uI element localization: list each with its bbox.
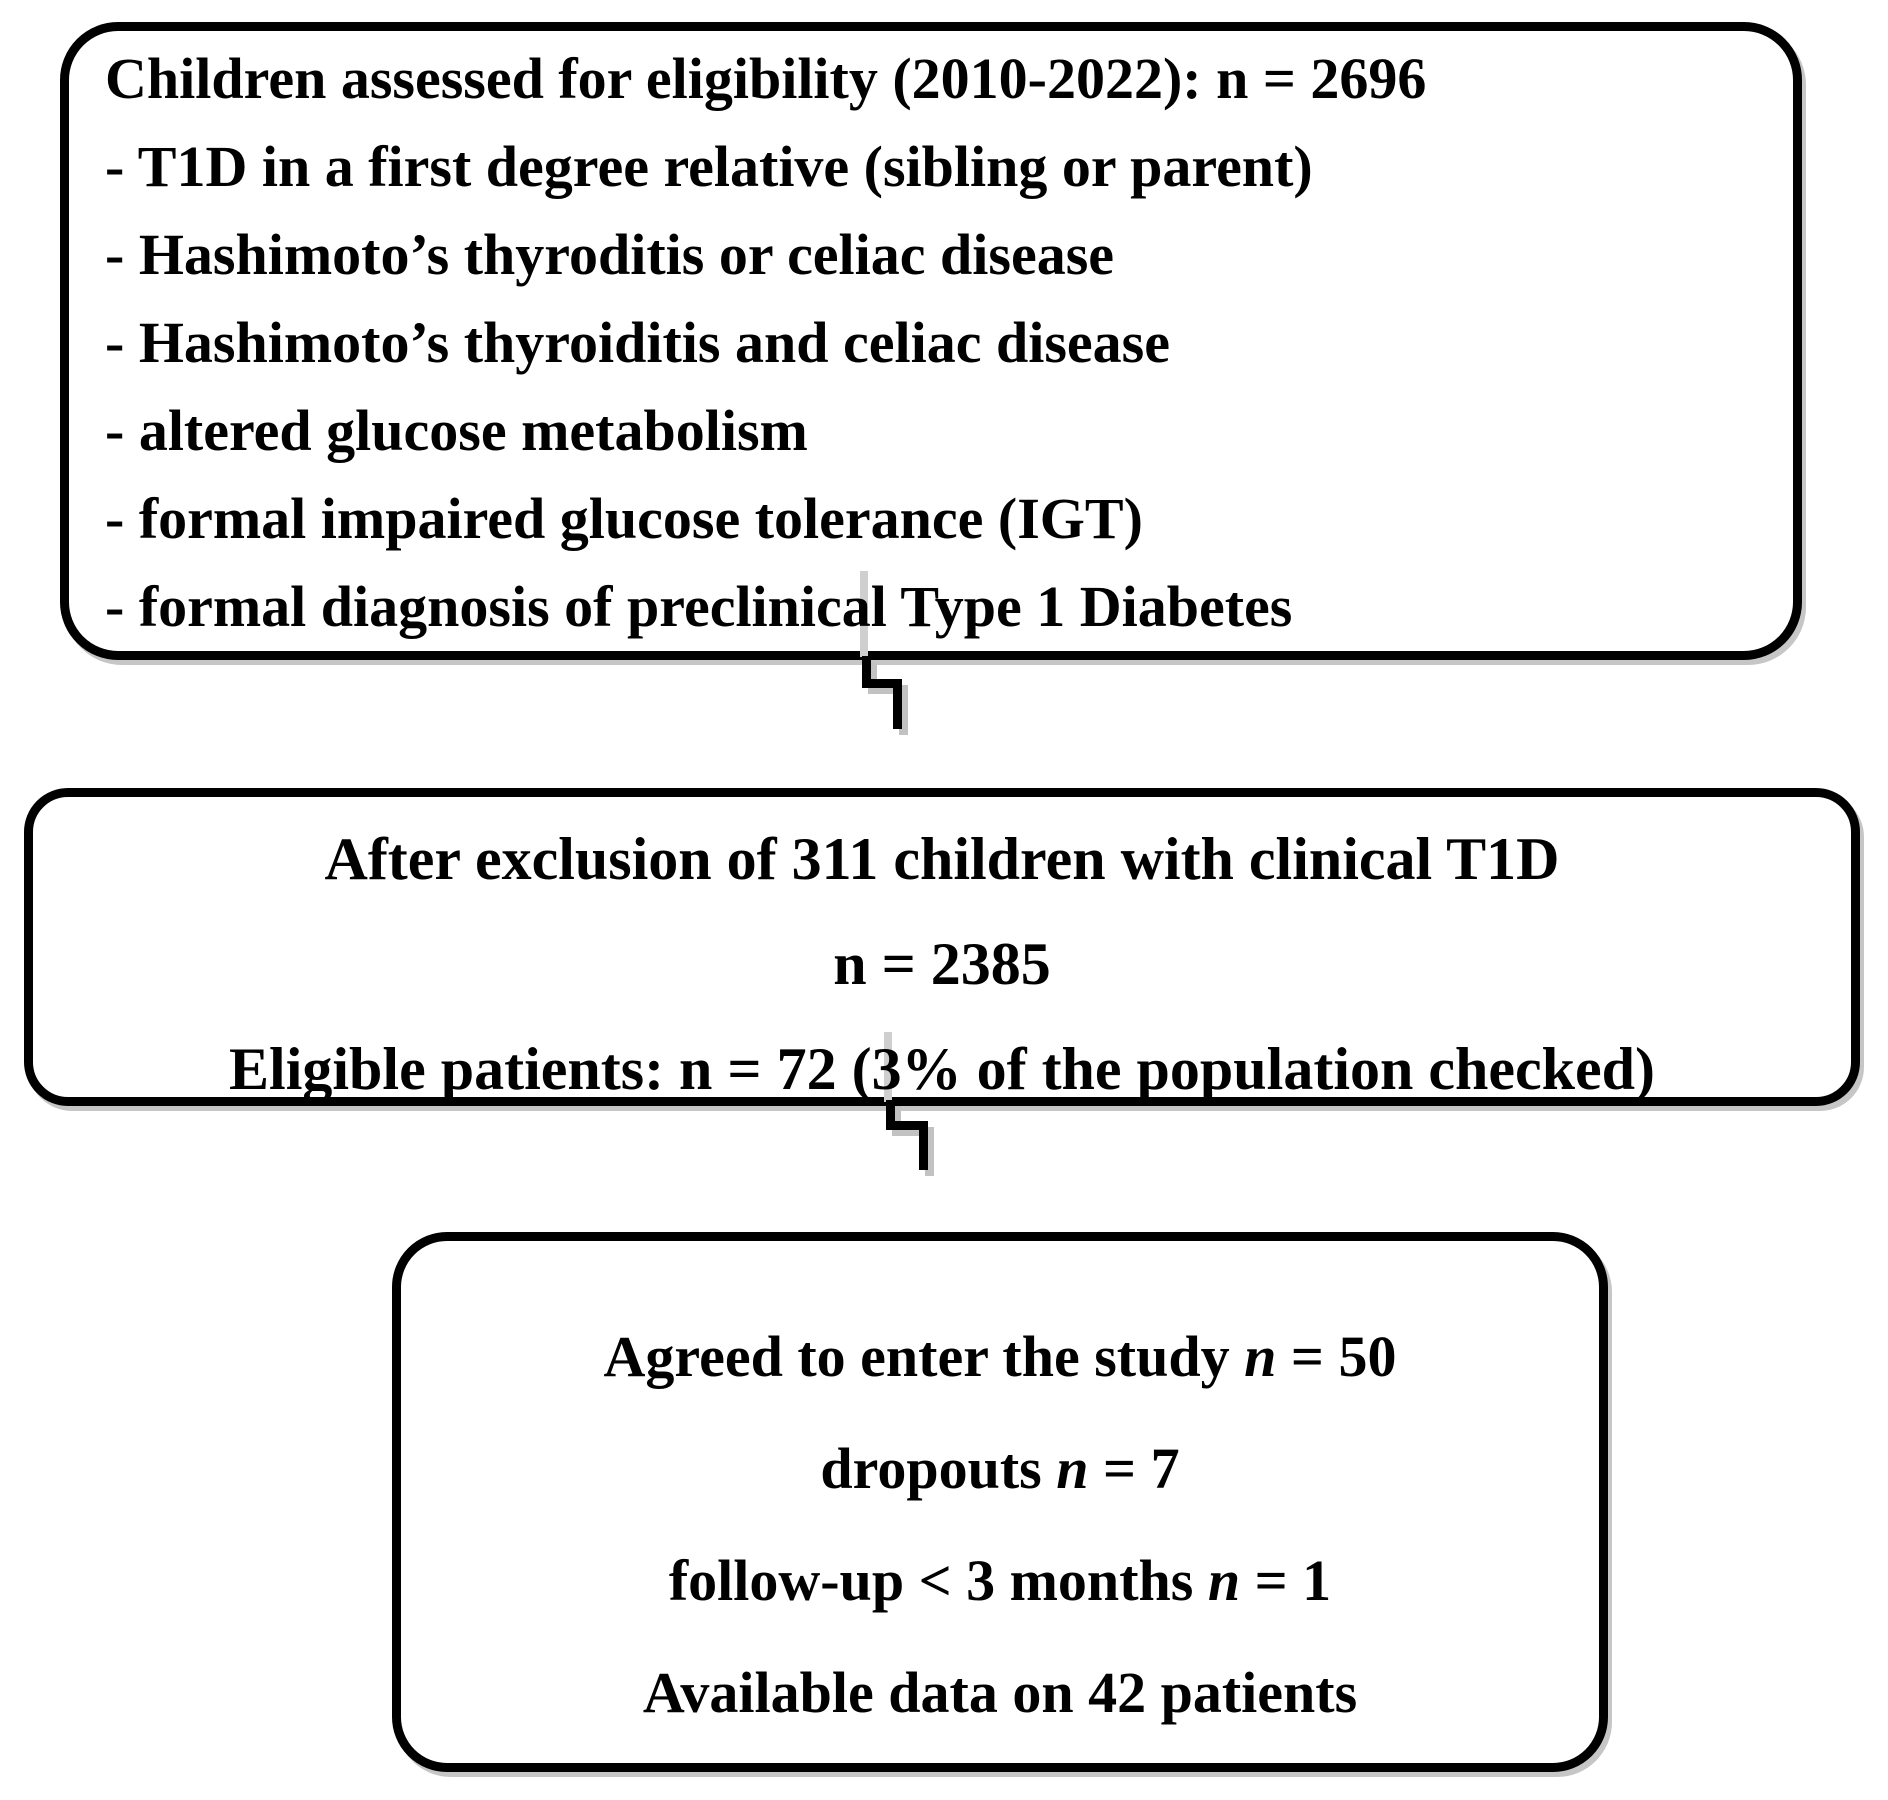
flow-box-line: - T1D in a first degree relative (siblin…	[105, 134, 1313, 199]
flow-box-line: - formal impaired glucose tolerance (IGT…	[105, 486, 1143, 551]
flow-box-line: Eligible patients: n = 72 (3% of the pop…	[229, 1036, 1655, 1102]
box-text: Agreed to enter the study n = 50 dropouts…	[401, 1241, 1599, 1749]
connector-shadow	[868, 662, 877, 694]
connector-shadow	[868, 685, 908, 694]
flow-box-line: Available data on 42 patients	[642, 1660, 1358, 1725]
elbow-connector-2-segment	[886, 1100, 895, 1130]
connector-sliver	[884, 1032, 892, 1102]
elbow-connector-1-segment	[862, 656, 871, 688]
assessed-for-eligibility-box: Children assessed for eligibility (2010-…	[60, 22, 1802, 660]
connector-shadow	[925, 1127, 934, 1176]
elbow-connector-2-segment	[919, 1121, 928, 1170]
flow-box-line: After exclusion of 311 children with cli…	[324, 826, 1560, 892]
elbow-connector-1-segment	[862, 679, 902, 688]
flow-box-line: follow-up < 3 months n = 1	[668, 1548, 1332, 1613]
box-text: Children assessed for eligibility (2010-…	[69, 31, 1793, 651]
after-exclusion-box: After exclusion of 311 children with cli…	[24, 788, 1860, 1106]
flow-box-line: Children assessed for eligibility (2010-…	[105, 46, 1427, 111]
elbow-connector-1-segment	[893, 679, 902, 729]
flow-box-line: - formal diagnosis of preclinical Type 1…	[105, 574, 1293, 639]
flow-box-line: n = 2385	[833, 931, 1051, 997]
connector-shadow	[899, 685, 908, 735]
flow-box-line: - Hashimoto’s thyroditis or celiac disea…	[105, 222, 1115, 287]
box-text: After exclusion of 311 children with cli…	[33, 797, 1851, 1122]
study-enrollment-box: Agreed to enter the study n = 50 dropouts…	[392, 1232, 1608, 1772]
flow-box-line: dropouts n = 7	[820, 1436, 1180, 1501]
flow-box-line: Agreed to enter the study n = 50	[603, 1324, 1397, 1389]
connector-sliver	[860, 571, 868, 657]
elbow-connector-2-segment	[886, 1121, 928, 1130]
flow-box-line: - altered glucose metabolism	[105, 398, 808, 463]
flow-box-line: - Hashimoto’s thyroiditis and celiac dis…	[105, 310, 1170, 375]
connector-shadow	[892, 1127, 934, 1136]
